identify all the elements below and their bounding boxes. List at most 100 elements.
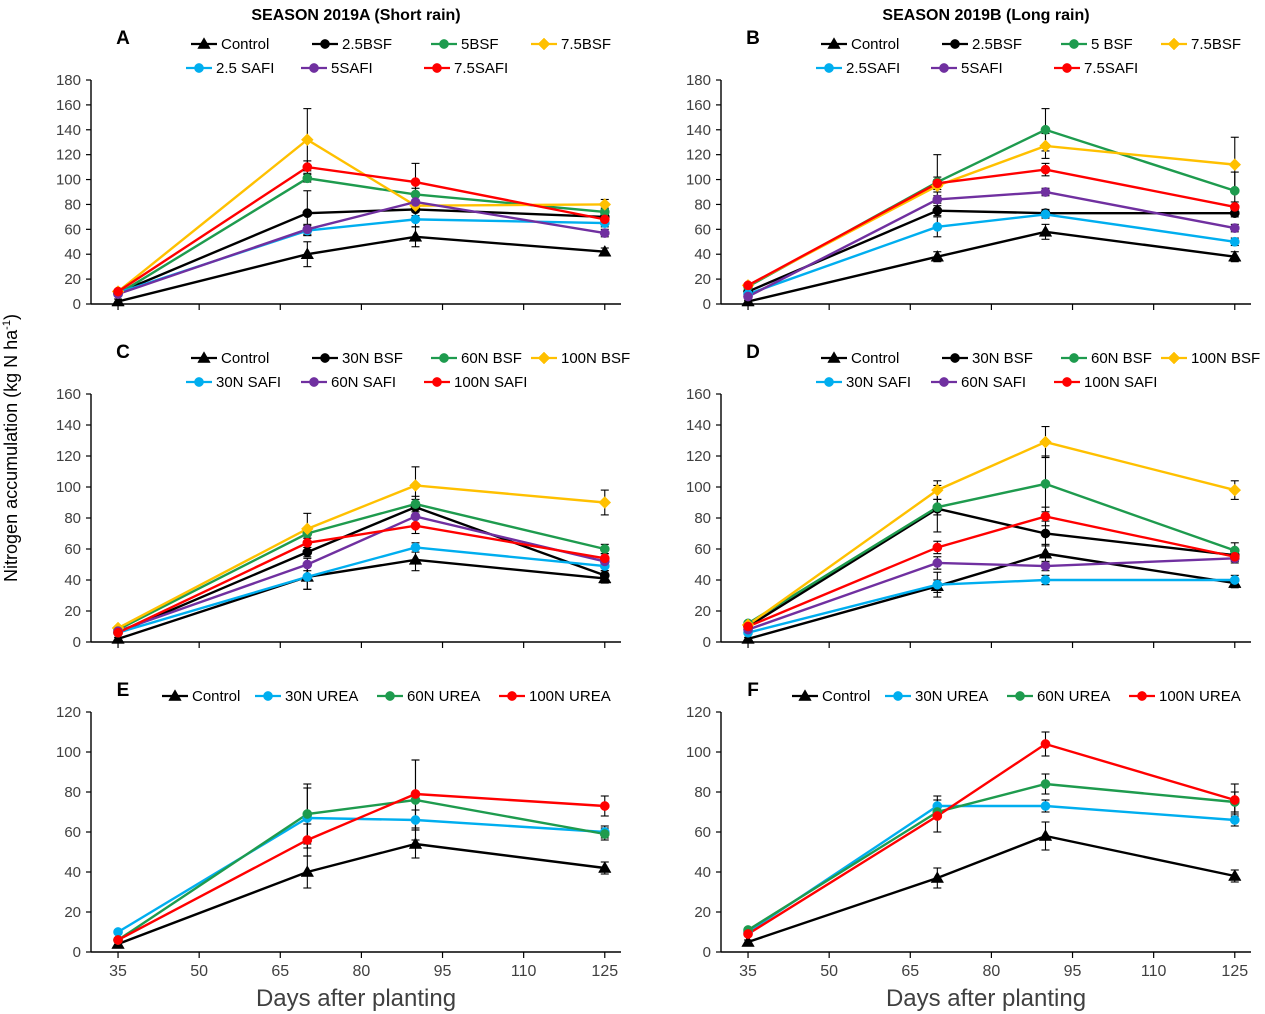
svg-text:160: 160 (56, 97, 81, 114)
svg-text:Control: Control (221, 36, 269, 53)
svg-text:20: 20 (64, 904, 81, 921)
svg-text:120: 120 (56, 147, 81, 164)
svg-text:120: 120 (686, 448, 711, 465)
svg-text:180: 180 (686, 72, 711, 89)
svg-text:60: 60 (694, 221, 711, 238)
svg-text:0: 0 (703, 296, 711, 313)
svg-text:140: 140 (56, 417, 81, 434)
svg-text:20: 20 (694, 271, 711, 288)
svg-text:80: 80 (694, 510, 711, 527)
svg-text:60: 60 (64, 221, 81, 238)
svg-text:140: 140 (56, 122, 81, 139)
svg-text:5BSF: 5BSF (461, 36, 499, 53)
svg-text:65: 65 (271, 963, 289, 980)
svg-text:F: F (747, 680, 759, 701)
svg-text:65: 65 (901, 963, 919, 980)
svg-text:80: 80 (64, 784, 81, 801)
svg-text:30N UREA: 30N UREA (285, 688, 358, 705)
svg-text:110: 110 (511, 963, 537, 980)
svg-text:Control: Control (851, 36, 899, 53)
svg-text:Control: Control (192, 688, 240, 705)
svg-text:30N SAFI: 30N SAFI (846, 374, 911, 391)
svg-text:60N BSF: 60N BSF (1091, 350, 1152, 367)
svg-text:7.5SAFI: 7.5SAFI (1084, 60, 1138, 77)
svg-text:60: 60 (64, 541, 81, 558)
svg-text:20: 20 (64, 603, 81, 620)
svg-text:60: 60 (64, 824, 81, 841)
svg-text:100: 100 (686, 744, 711, 761)
svg-text:140: 140 (686, 122, 711, 139)
svg-text:100N BSF: 100N BSF (1191, 350, 1260, 367)
svg-text:100N SAFI: 100N SAFI (1084, 374, 1157, 391)
svg-text:2.5BSF: 2.5BSF (972, 36, 1022, 53)
svg-text:0: 0 (73, 296, 81, 313)
svg-text:100: 100 (56, 744, 81, 761)
svg-text:30N UREA: 30N UREA (915, 688, 988, 705)
svg-text:30N SAFI: 30N SAFI (216, 374, 281, 391)
svg-text:80: 80 (353, 963, 371, 980)
svg-text:7.5BSF: 7.5BSF (1191, 36, 1241, 53)
svg-text:5 BSF: 5 BSF (1091, 36, 1133, 53)
svg-text:B: B (746, 28, 760, 49)
svg-text:30N BSF: 30N BSF (972, 350, 1033, 367)
svg-text:100N UREA: 100N UREA (1159, 688, 1241, 705)
svg-text:40: 40 (694, 864, 711, 881)
svg-text:SEASON 2019B (Long rain): SEASON 2019B (Long rain) (882, 7, 1089, 24)
svg-text:40: 40 (64, 246, 81, 263)
svg-text:60: 60 (694, 541, 711, 558)
svg-text:Days after planting: Days after planting (886, 985, 1086, 1012)
svg-text:80: 80 (694, 196, 711, 213)
svg-text:2.5 SAFI: 2.5 SAFI (216, 60, 274, 77)
svg-text:5SAFI: 5SAFI (961, 60, 1003, 77)
svg-text:120: 120 (686, 147, 711, 164)
svg-text:60N UREA: 60N UREA (407, 688, 480, 705)
svg-text:Control: Control (822, 688, 870, 705)
svg-text:100: 100 (686, 479, 711, 496)
svg-text:95: 95 (434, 963, 452, 980)
svg-text:0: 0 (703, 944, 711, 961)
svg-text:40: 40 (694, 572, 711, 589)
svg-text:160: 160 (56, 386, 81, 403)
svg-text:100N SAFI: 100N SAFI (454, 374, 527, 391)
svg-text:100: 100 (56, 172, 81, 189)
svg-text:20: 20 (694, 904, 711, 921)
svg-text:60N BSF: 60N BSF (461, 350, 522, 367)
svg-text:120: 120 (686, 704, 711, 721)
svg-text:0: 0 (703, 634, 711, 651)
svg-text:40: 40 (64, 864, 81, 881)
svg-text:Days after planting: Days after planting (256, 985, 456, 1012)
svg-text:7.5SAFI: 7.5SAFI (454, 60, 508, 77)
svg-text:180: 180 (56, 72, 81, 89)
svg-text:0: 0 (73, 634, 81, 651)
svg-text:2.5BSF: 2.5BSF (342, 36, 392, 53)
svg-text:95: 95 (1064, 963, 1082, 980)
svg-text:160: 160 (686, 386, 711, 403)
svg-text:5SAFI: 5SAFI (331, 60, 373, 77)
svg-text:20: 20 (64, 271, 81, 288)
svg-text:160: 160 (686, 97, 711, 114)
svg-text:80: 80 (983, 963, 1001, 980)
svg-text:SEASON 2019A (Short rain): SEASON 2019A (Short rain) (251, 7, 460, 24)
svg-text:60N SAFI: 60N SAFI (331, 374, 396, 391)
svg-text:125: 125 (591, 963, 618, 980)
svg-text:2.5SAFI: 2.5SAFI (846, 60, 900, 77)
svg-text:40: 40 (64, 572, 81, 589)
svg-text:110: 110 (1141, 963, 1167, 980)
svg-text:35: 35 (739, 963, 757, 980)
svg-text:100: 100 (56, 479, 81, 496)
svg-text:140: 140 (686, 417, 711, 434)
svg-text:60N UREA: 60N UREA (1037, 688, 1110, 705)
svg-text:80: 80 (694, 784, 711, 801)
svg-text:50: 50 (190, 963, 208, 980)
svg-text:100N UREA: 100N UREA (529, 688, 611, 705)
svg-text:20: 20 (694, 603, 711, 620)
svg-text:80: 80 (64, 510, 81, 527)
svg-text:40: 40 (694, 246, 711, 263)
svg-text:30N BSF: 30N BSF (342, 350, 403, 367)
svg-text:60: 60 (694, 824, 711, 841)
svg-text:100: 100 (686, 172, 711, 189)
svg-text:E: E (117, 680, 130, 701)
svg-text:Control: Control (221, 350, 269, 367)
svg-text:35: 35 (109, 963, 127, 980)
svg-text:0: 0 (73, 944, 81, 961)
